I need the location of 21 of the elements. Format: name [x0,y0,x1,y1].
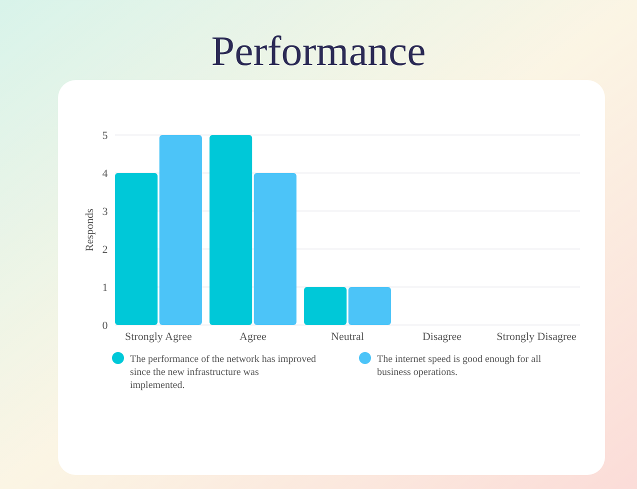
bar [348,287,391,325]
x-tick-label: Agree [240,331,267,343]
y-tick-label: 1 [102,282,108,294]
legend-label: The performance of the network has improved since the new infrastructure was implemented. [130,354,316,391]
y-tick-label: 3 [102,206,108,218]
bar [115,173,158,325]
x-tick-label: Strongly Disagree [496,331,577,343]
y-tick-label: 0 [102,320,108,332]
bar [159,135,202,325]
y-tick-label: 2 [102,244,108,256]
bar [304,287,347,325]
y-tick-label: 5 [102,130,108,142]
bar [210,135,252,325]
chart-title: Performance [211,29,426,75]
bar [254,173,296,325]
x-tick-label: Disagree [422,331,462,343]
legend-label: The internet speed is good enough for all business operations. [377,354,542,378]
x-tick-label: Neutral [331,331,364,343]
x-tick-label: Strongly Agree [125,331,192,343]
y-tick-label: 4 [102,168,108,180]
y-axis-title: Responds [84,208,96,252]
